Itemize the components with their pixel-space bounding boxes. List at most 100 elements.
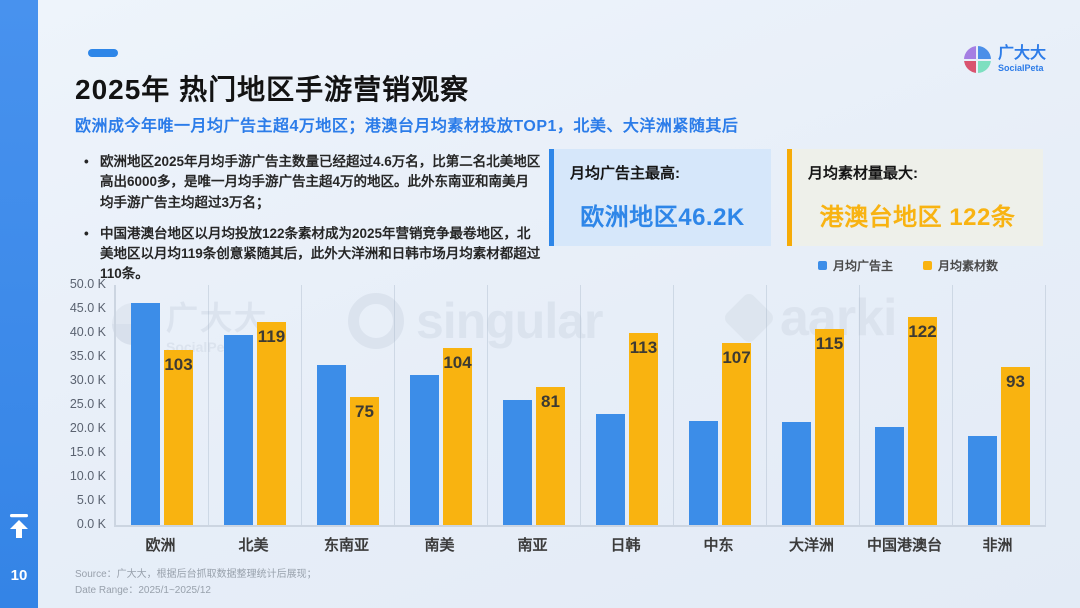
bar-value-label: 122 bbox=[908, 322, 937, 342]
y-tick-label: 10.0 K bbox=[69, 469, 106, 483]
bar-materials: 113 bbox=[629, 332, 658, 525]
bar-value-label: 113 bbox=[629, 337, 658, 357]
bullet-list: 欧洲地区2025年月均手游广告主数量已经超过4.6万名，比第二名北美地区高出60… bbox=[84, 152, 542, 296]
bar-value-label: 107 bbox=[722, 347, 751, 367]
watermark-label: singular bbox=[416, 293, 603, 349]
bullet-item: 中国港澳台地区以月均投放122条素材成为2025年营销竞争最卷地区，北美地区以月… bbox=[84, 224, 542, 285]
legend-item: 月均素材数 bbox=[923, 257, 998, 274]
watermark-text: singular bbox=[416, 292, 603, 350]
highlight-label: 月均素材量最大: bbox=[808, 165, 918, 182]
x-axis-label: 北美 bbox=[238, 537, 269, 554]
legend-label: 月均广告主 bbox=[833, 259, 894, 273]
bar-value-label: 115 bbox=[815, 334, 844, 354]
chart-category-group: 81 bbox=[488, 285, 581, 525]
chart-legend: 月均广告主 月均素材数 bbox=[818, 257, 998, 274]
y-tick-label: 30.0 K bbox=[69, 373, 106, 387]
bar-advertisers bbox=[689, 421, 718, 525]
bar-materials: 93 bbox=[1001, 366, 1030, 525]
x-axis-labels: 欧洲 北美 东南亚 南美 南亚 日韩 中东 大洋洲 中国港澳台 非洲 bbox=[114, 534, 1044, 555]
title-accent-dash bbox=[88, 49, 118, 57]
y-tick-label: 0.0 K bbox=[76, 517, 106, 531]
x-axis-label: 南亚 bbox=[517, 537, 548, 554]
chart-category-group: 115 bbox=[767, 285, 860, 525]
bar-materials: 119 bbox=[257, 322, 286, 525]
highlight-value: 欧洲地区46.2K bbox=[580, 204, 745, 231]
x-axis-label: 欧洲 bbox=[145, 537, 176, 554]
bullet-item: 欧洲地区2025年月均手游广告主数量已经超过4.6万名，比第二名北美地区高出60… bbox=[84, 152, 542, 213]
bar-advertisers bbox=[875, 427, 904, 525]
highlight-value: 港澳台地区 122条 bbox=[819, 204, 1016, 231]
y-tick-label: 40.0 K bbox=[69, 325, 106, 339]
chart-category-group: 104 bbox=[395, 285, 488, 525]
bar-advertisers bbox=[410, 375, 439, 525]
chart-category-group: 103 bbox=[116, 285, 209, 525]
legend-item: 月均广告主 bbox=[818, 257, 893, 274]
brand-subname: SocialPeta bbox=[997, 62, 1044, 73]
bar-materials: 122 bbox=[908, 317, 937, 525]
source-note: Source：广大大，根据后台抓取数据整理统计后展现； Date Range：2… bbox=[75, 567, 317, 598]
back-to-top-icon bbox=[10, 514, 28, 538]
bar-materials: 103 bbox=[164, 349, 193, 525]
source-line-1: Source：广大大，根据后台抓取数据整理统计后展现； bbox=[75, 569, 317, 580]
bar-materials: 75 bbox=[350, 397, 379, 525]
x-axis-label: 大洋洲 bbox=[788, 537, 834, 554]
plot-area: 103 119 75 104 81 113 107 115 122 93 bbox=[114, 285, 1046, 527]
bar-value-label: 81 bbox=[541, 392, 560, 412]
bar-value-label: 104 bbox=[443, 352, 472, 372]
page-title: 2025年 热门地区手游营销观察 bbox=[75, 74, 470, 105]
x-axis-label: 中东 bbox=[703, 537, 734, 554]
x-axis-label: 日韩 bbox=[610, 537, 641, 554]
bar-advertisers bbox=[317, 364, 346, 525]
x-axis-label: 南美 bbox=[424, 537, 455, 554]
x-axis-label: 非洲 bbox=[982, 537, 1013, 554]
bar-advertisers bbox=[503, 400, 532, 525]
watermark: singular bbox=[348, 292, 603, 350]
sidebar: 10 bbox=[0, 0, 38, 608]
chart-category-group: 93 bbox=[953, 285, 1046, 525]
y-tick-label: 25.0 K bbox=[69, 397, 106, 411]
bar-advertisers bbox=[968, 435, 997, 525]
y-tick-label: 5.0 K bbox=[76, 493, 106, 507]
chart-category-group: 113 bbox=[581, 285, 674, 525]
bar-materials: 104 bbox=[443, 347, 472, 525]
y-tick-label: 45.0 K bbox=[69, 301, 106, 315]
bar-value-label: 103 bbox=[164, 354, 193, 374]
brand-text: 广大大 SocialPeta bbox=[997, 45, 1046, 73]
watermark-text: 广大大 SocialPeta bbox=[166, 293, 268, 355]
bar-value-label: 93 bbox=[1006, 371, 1025, 391]
brand-name: 广大大 bbox=[997, 45, 1046, 63]
bar-advertisers bbox=[224, 334, 253, 525]
legend-swatch-icon bbox=[923, 261, 933, 270]
watermark-label: 广大大 bbox=[166, 300, 269, 336]
y-axis: 50.0 K 45.0 K 40.0 K 35.0 K 30.0 K 25.0 K 20.0… bbox=[38, 277, 106, 531]
y-tick-label: 50.0 K bbox=[69, 277, 106, 291]
bar-materials: 81 bbox=[536, 387, 565, 525]
chart-category-group: 75 bbox=[302, 285, 395, 525]
y-tick-label: 20.0 K bbox=[69, 421, 106, 435]
y-tick-label: 15.0 K bbox=[69, 445, 106, 459]
highlight-box-advertisers: 月均广告主最高: 欧洲地区46.2K bbox=[549, 149, 771, 246]
page-subtitle: 欧洲成今年唯一月均广告主超4万地区；港澳台月均素材投放TOP1，北美、大洋洲紧随… bbox=[75, 118, 739, 135]
x-axis-label: 东南亚 bbox=[323, 537, 369, 554]
socialpeta-logo-icon bbox=[963, 46, 991, 73]
x-axis-label: 中国港澳台 bbox=[866, 537, 942, 554]
chart-category-group: 119 bbox=[209, 285, 302, 525]
chart-category-group: 107 bbox=[674, 285, 767, 525]
bar-materials: 115 bbox=[815, 329, 844, 525]
y-tick-label: 35.0 K bbox=[69, 349, 106, 363]
bar-advertisers bbox=[596, 413, 625, 525]
chart-category-group: 122 bbox=[860, 285, 953, 525]
highlight-label: 月均广告主最高: bbox=[570, 165, 680, 182]
legend-swatch-icon bbox=[818, 261, 827, 270]
bar-value-label: 75 bbox=[355, 402, 374, 422]
bar-value-label: 119 bbox=[257, 327, 286, 347]
source-line-2: Date Range：2025/1~2025/12 bbox=[75, 584, 211, 596]
shutter-ring-logo-icon bbox=[348, 293, 404, 349]
page-number: 10 bbox=[10, 567, 28, 584]
legend-label: 月均素材数 bbox=[938, 259, 999, 273]
highlight-box-materials: 月均素材量最大: 港澳台地区 122条 bbox=[787, 149, 1043, 246]
bar-advertisers bbox=[131, 303, 160, 525]
bar-advertisers bbox=[782, 422, 811, 525]
bar-materials: 107 bbox=[722, 342, 751, 525]
